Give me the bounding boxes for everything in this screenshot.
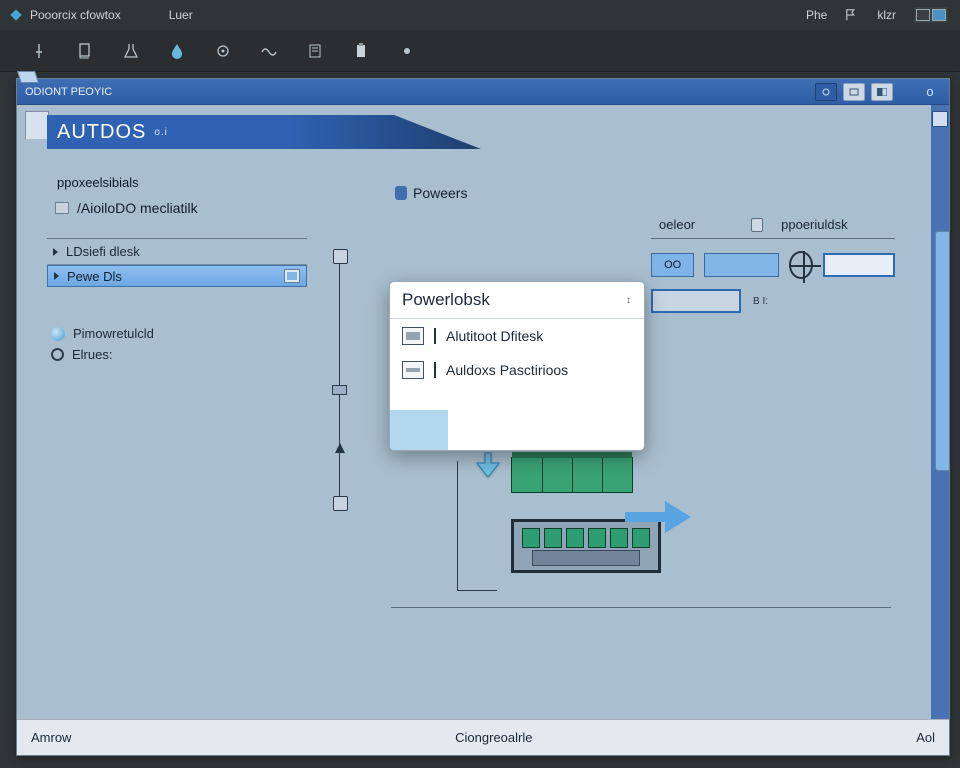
folder-icon (55, 202, 69, 214)
sep-icon (434, 362, 436, 378)
nav-more-2-label: Elrues: (72, 347, 112, 362)
tool-doc-icon[interactable] (76, 42, 94, 60)
cell-bar-2 (651, 289, 741, 313)
flag-icon[interactable] (845, 8, 859, 22)
nav-row-disk[interactable]: LDsiefi dlesk (47, 239, 307, 265)
status-right[interactable]: Aol (916, 730, 935, 745)
nav-more-1-label: Pimowretulcld (73, 326, 154, 341)
arrow-up-icon (335, 443, 345, 453)
separator-line (391, 607, 891, 608)
ring-icon (51, 348, 64, 361)
popup-item-2-label: Auldoxs Pasctirioos (446, 362, 568, 378)
cell-outline (823, 253, 895, 277)
rack-bottom-icon (511, 519, 661, 573)
nav-more-1[interactable]: Pimowretulcld (47, 323, 327, 344)
disk-icon (284, 269, 300, 283)
header-btn-3[interactable] (871, 83, 893, 101)
main-toolbar (0, 30, 960, 72)
tool-pin-icon[interactable] (30, 42, 48, 60)
table-rows: OO B I: (651, 251, 895, 323)
tool-flask-icon[interactable] (122, 42, 140, 60)
menu-phe[interactable]: Phe (806, 8, 827, 22)
header-more-icon[interactable]: o (919, 83, 941, 101)
window-title: ODIONT PEOYIC (25, 86, 112, 98)
table-row[interactable]: B I: (651, 289, 895, 313)
window-layout2-icon[interactable] (932, 9, 946, 21)
app-logo-icon (10, 9, 21, 20)
table-col-2: ppoeriuldsk (781, 217, 848, 232)
banner: AUTDOS o.i (47, 115, 481, 149)
popup-item-1-label: Alutitoot Dfitesk (446, 328, 543, 344)
tool-gear-icon[interactable] (214, 42, 232, 60)
right-panel-toggle-icon[interactable] (932, 111, 948, 127)
status-center[interactable]: Ciongreoalrle (455, 730, 532, 745)
nav-item-1-label: /AioiloDO mecliatilk (77, 200, 198, 216)
nav-more-2[interactable]: Elrues: (47, 344, 327, 365)
table-header: oeleor ppoeriuldsk (651, 211, 895, 239)
nav-row-selected[interactable]: Pewe Dls (47, 265, 307, 287)
info-heading: Poweers (391, 185, 901, 201)
wheel-icon[interactable] (789, 251, 813, 279)
tool-page-icon[interactable] (306, 42, 324, 60)
menu-klzr[interactable]: klzr (877, 8, 896, 22)
popup-title: Powerlobsk (402, 290, 490, 310)
popup-item-2[interactable]: Auldoxs Pasctirioos (390, 353, 644, 387)
nav-panel: ppoxeelsibials /AioiloDO mecliatilk LDsi… (47, 171, 327, 365)
side-tab[interactable] (935, 231, 949, 471)
sep-icon (434, 328, 436, 344)
status-left[interactable]: Amrow (31, 730, 71, 745)
window-header: ODIONT PEOYIC o (17, 79, 949, 105)
nav-item-1[interactable]: /AioiloDO mecliatilk (47, 196, 327, 220)
tool-drop-icon[interactable] (168, 42, 186, 60)
app-titlebar: Pooorcix cfowtox Luer Phe klzr (0, 0, 960, 30)
app-title: Pooorcix cfowtox (30, 8, 121, 22)
arrow-right-icon (665, 501, 691, 533)
tool-clipboard-icon[interactable] (352, 42, 370, 60)
bracket-line (457, 461, 497, 591)
cell-oo: OO (651, 253, 694, 277)
caret-icon (54, 272, 59, 280)
partition-icon (402, 361, 424, 379)
database-icon (395, 186, 407, 200)
nav-row-1-label: LDsiefi dlesk (66, 244, 140, 259)
tool-wave-icon[interactable] (260, 42, 278, 60)
rack-top-icon (511, 457, 633, 493)
banner-sub: o.i (154, 127, 168, 138)
nav-row-2-label: Pewe Dls (67, 269, 122, 284)
popup-item-1[interactable]: Alutitoot Dfitesk (390, 319, 644, 353)
doc-area: AUTDOS o.i ppoxeelsibials /AioiloDO mecl… (17, 105, 931, 719)
banner-title: AUTDOS (57, 121, 146, 144)
popup-grip-icon[interactable]: ↕ (626, 295, 632, 306)
window-tab-icon[interactable] (17, 71, 39, 83)
status-bar: Amrow Ciongreoalrle Aol (17, 719, 949, 755)
header-btn-1[interactable] (815, 83, 837, 101)
window-controls[interactable] (914, 7, 948, 23)
vertical-divider[interactable] (339, 255, 340, 505)
ribbon-tab-1[interactable] (25, 111, 49, 139)
row2-label: B I: (753, 296, 768, 307)
nav-heading: ppoxeelsibials (47, 171, 327, 196)
tool-dot-icon[interactable] (398, 42, 416, 60)
right-strip (931, 105, 949, 719)
app-section: Luer (169, 8, 193, 22)
table-row[interactable]: OO (651, 251, 895, 279)
divider-handle-icon[interactable] (332, 385, 347, 395)
info-area: Poweers (391, 185, 901, 201)
cell-bar (704, 253, 779, 277)
main-window: ODIONT PEOYIC o AUTDOS o.i ppoxeelsibial… (16, 78, 950, 756)
popup-preview-icon (390, 410, 448, 450)
caret-icon (53, 248, 58, 256)
table-col-1: oeleor (659, 217, 695, 232)
window-layout-icon[interactable] (916, 9, 930, 21)
db-small-icon (751, 218, 763, 232)
info-heading-label: Poweers (413, 185, 467, 201)
context-menu: Powerlobsk ↕ Alutitoot Dfitesk Auldoxs P… (389, 281, 645, 451)
disk-device-icon (402, 327, 424, 345)
popup-pointer-icon (475, 449, 501, 479)
globe-icon (51, 327, 65, 341)
header-btn-2[interactable] (843, 83, 865, 101)
